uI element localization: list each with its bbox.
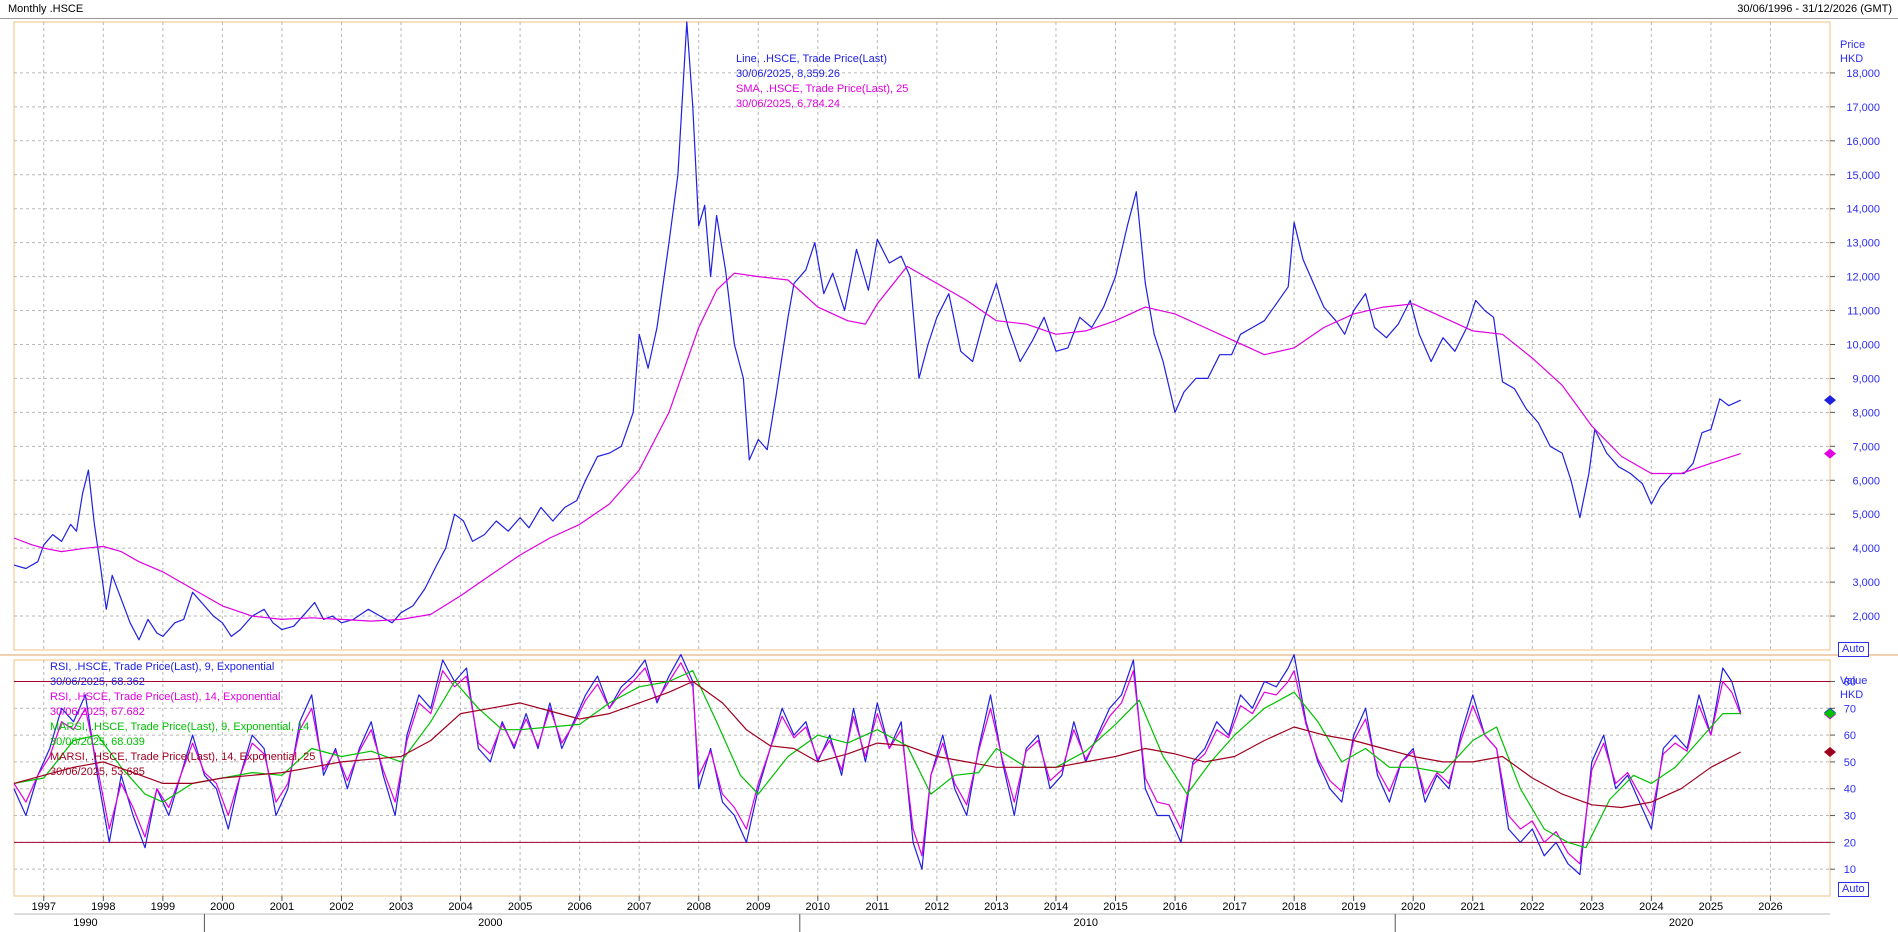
rsi-legend-line-7: 30/06/2025, 53.685 (50, 766, 145, 778)
rsi-y-label-50: 50 (1844, 757, 1856, 769)
price-auto-button[interactable]: Auto (1838, 642, 1869, 657)
decade-label-2000: 2000 (478, 917, 502, 929)
date-range: 30/06/1996 - 31/12/2026 (GMT) (1737, 3, 1892, 15)
price-y-label-3000: 3,000 (1852, 577, 1880, 589)
price-last-value-marker-0 (1824, 395, 1836, 406)
price-y-label-15000: 15,000 (1846, 170, 1880, 182)
rsi-legend-line-2: RSI, .HSCE, Trade Price(Last), 14, Expon… (50, 691, 281, 703)
rsi-unit-line1: Value (1840, 675, 1868, 687)
chart-header: Monthly .HSCE 30/06/1996 - 31/12/2026 (G… (0, 0, 1898, 19)
decade-label-2010: 2010 (1073, 917, 1097, 929)
x-tick-label-2010: 2010 (806, 901, 830, 913)
price-y-label-11000: 11,000 (1847, 306, 1880, 318)
x-tick-label-2026: 2026 (1758, 901, 1782, 913)
rsi-legend-line-5: 30/06/2025, 68.039 (50, 736, 145, 748)
rsi-legend-line-3: 30/06/2025, 67.682 (50, 706, 145, 718)
price-y-label-14000: 14,000 (1846, 204, 1880, 216)
price-unit-line1: Price (1840, 39, 1866, 51)
rsi-last-value-marker-2 (1824, 708, 1836, 719)
price-series-0 (13, 21, 1741, 641)
x-tick-label-2003: 2003 (389, 901, 413, 913)
x-tick-label-2015: 2015 (1103, 901, 1127, 913)
price-y-label-16000: 16,000 (1846, 136, 1880, 148)
x-tick-label-2023: 2023 (1580, 901, 1604, 913)
price-panel-frame (13, 21, 1831, 651)
rsi-legend-line-4: MARSI, .HSCE, Trade Price(Last), 9, Expo… (50, 721, 310, 733)
decade-label-1990: 1990 (73, 917, 97, 929)
price-series-1 (13, 265, 1741, 622)
rsi-auto-button[interactable]: Auto (1838, 882, 1869, 897)
x-tick-label-2012: 2012 (925, 901, 949, 913)
x-tick-label-2002: 2002 (329, 901, 353, 913)
price-y-label-18000: 18,000 (1846, 68, 1880, 80)
rsi-legend-line-6: MARSI, .HSCE, Trade Price(Last), 14, Exp… (50, 751, 316, 763)
x-tick-label-1999: 1999 (151, 901, 175, 913)
chart-title: Monthly .HSCE (8, 3, 84, 15)
rsi-series-2 (13, 670, 1741, 849)
price-legend-line-1: 30/06/2025, 8,359.26 (736, 68, 840, 80)
price-legend-line-0: Line, .HSCE, Trade Price(Last) (736, 53, 888, 65)
rsi-y-label-60: 60 (1844, 730, 1856, 742)
x-tick-label-2018: 2018 (1282, 901, 1306, 913)
x-tick-label-1997: 1997 (32, 901, 56, 913)
x-tick-label-2020: 2020 (1401, 901, 1425, 913)
price-y-label-4000: 4,000 (1852, 543, 1880, 555)
price-y-label-9000: 9,000 (1852, 373, 1880, 385)
rsi-y-label-80: 80 (1844, 676, 1856, 688)
x-tick-label-2007: 2007 (627, 901, 651, 913)
x-tick-label-2025: 2025 (1699, 901, 1723, 913)
rsi-y-label-30: 30 (1844, 811, 1856, 823)
price-y-label-10000: 10,000 (1846, 339, 1880, 351)
x-tick-label-2021: 2021 (1461, 901, 1485, 913)
x-tick-label-2024: 2024 (1639, 901, 1663, 913)
price-legend-line-3: 30/06/2025, 6,784.24 (736, 98, 840, 110)
x-tick-label-2009: 2009 (746, 901, 770, 913)
x-tick-label-2016: 2016 (1163, 901, 1187, 913)
price-y-label-7000: 7,000 (1852, 441, 1880, 453)
price-y-label-12000: 12,000 (1846, 272, 1880, 284)
price-y-label-5000: 5,000 (1852, 509, 1880, 521)
decade-label-2020: 2020 (1669, 917, 1693, 929)
price-unit-line2: HKD (1840, 53, 1864, 65)
rsi-unit-line2: HKD (1840, 689, 1864, 701)
rsi-last-value-marker-3 (1824, 747, 1836, 758)
price-y-label-8000: 8,000 (1852, 407, 1880, 419)
price-y-label-6000: 6,000 (1852, 475, 1880, 487)
x-tick-label-2014: 2014 (1044, 901, 1068, 913)
x-tick-label-1998: 1998 (91, 901, 115, 913)
rsi-y-label-70: 70 (1844, 703, 1856, 715)
price-y-label-13000: 13,000 (1846, 238, 1880, 250)
price-y-label-17000: 17,000 (1846, 102, 1880, 114)
x-tick-label-2011: 2011 (866, 901, 890, 913)
x-tick-label-2001: 2001 (270, 901, 294, 913)
x-tick-label-2006: 2006 (567, 901, 591, 913)
rsi-y-label-10: 10 (1844, 864, 1856, 876)
rsi-y-label-20: 20 (1844, 837, 1856, 849)
rsi-panel-frame (13, 659, 1831, 897)
x-tick-label-2004: 2004 (448, 901, 472, 913)
rsi-legend-line-1: 30/06/2025, 68.362 (50, 676, 145, 688)
price-unit-label: Price HKD (1840, 38, 1865, 66)
x-tick-label-2019: 2019 (1341, 901, 1365, 913)
rsi-legend-line-0: RSI, .HSCE, Trade Price(Last), 9, Expone… (50, 661, 275, 673)
x-tick-label-2000: 2000 (210, 901, 234, 913)
x-tick-label-2005: 2005 (508, 901, 532, 913)
x-tick-label-2022: 2022 (1520, 901, 1544, 913)
rsi-unit-label: Value HKD (1840, 674, 1867, 702)
price-y-label-2000: 2,000 (1852, 611, 1880, 623)
price-last-value-marker-1 (1824, 448, 1836, 459)
rsi-y-label-40: 40 (1844, 784, 1856, 796)
x-tick-label-2013: 2013 (984, 901, 1008, 913)
rsi-series-3 (13, 680, 1741, 809)
x-tick-label-2008: 2008 (686, 901, 710, 913)
price-legend-line-2: SMA, .HSCE, Trade Price(Last), 25 (736, 83, 909, 95)
x-tick-label-2017: 2017 (1222, 901, 1246, 913)
